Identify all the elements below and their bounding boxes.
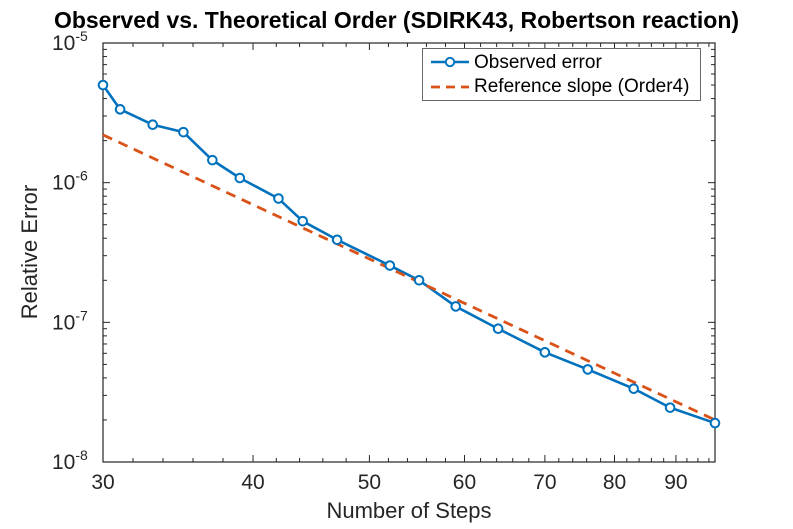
- legend-label-observed: Observed error: [474, 51, 602, 73]
- observed-error-line: [101, 84, 716, 425]
- observed-data-marker: [582, 364, 594, 375]
- observed-data-marker: [384, 260, 396, 271]
- legend-label-reference: Reference slope (Order4): [474, 76, 690, 98]
- x-tick-label: 80: [603, 471, 626, 494]
- y-axis-label: Relative Error: [17, 184, 42, 320]
- axes-box: [102, 42, 716, 463]
- y-tick-label: 10-5: [52, 28, 88, 55]
- observed-data-marker: [331, 234, 343, 246]
- legend-item-observed: Observed error: [430, 51, 700, 73]
- observed-line-sample-icon: [431, 57, 469, 68]
- reference-slope-line: [102, 133, 716, 422]
- observed-data-marker: [492, 323, 504, 335]
- x-tick-label: 50: [358, 471, 381, 494]
- observed-data-marker: [539, 347, 551, 358]
- reference-line-sample-icon: [431, 85, 469, 89]
- x-tick-label: 60: [453, 471, 476, 494]
- observed-data-marker: [297, 215, 309, 227]
- observed-data-marker: [628, 383, 640, 394]
- x-tick-label: 70: [533, 471, 556, 494]
- observed-data-marker: [709, 417, 721, 429]
- observed-data-marker: [664, 402, 676, 413]
- x-axis-label: Number of Steps: [326, 498, 492, 523]
- chart-title: Observed vs. Theoretical Order (SDIRK43,…: [53, 7, 740, 33]
- y-tick-label: 10-7: [52, 307, 88, 334]
- observed-data-marker: [178, 126, 189, 138]
- legend-item-reference: Reference slope (Order4): [430, 76, 700, 98]
- observed-data-marker: [273, 193, 284, 204]
- observed-data-marker: [413, 274, 425, 286]
- x-tick-label: 40: [241, 471, 264, 494]
- observed-data-marker: [147, 119, 159, 131]
- legend: Observed error Reference slope (Order4): [422, 48, 701, 101]
- observed-data-marker: [234, 172, 246, 184]
- y-tick-label: 10-8: [52, 447, 88, 474]
- observed-data-marker: [450, 301, 462, 312]
- observed-data-marker: [114, 104, 126, 115]
- y-tick-label: 10-6: [52, 168, 88, 195]
- x-tick-label: 30: [91, 471, 114, 494]
- observed-data-marker: [207, 154, 218, 166]
- x-tick-label: 90: [664, 471, 687, 494]
- observed-data-marker: [97, 79, 109, 91]
